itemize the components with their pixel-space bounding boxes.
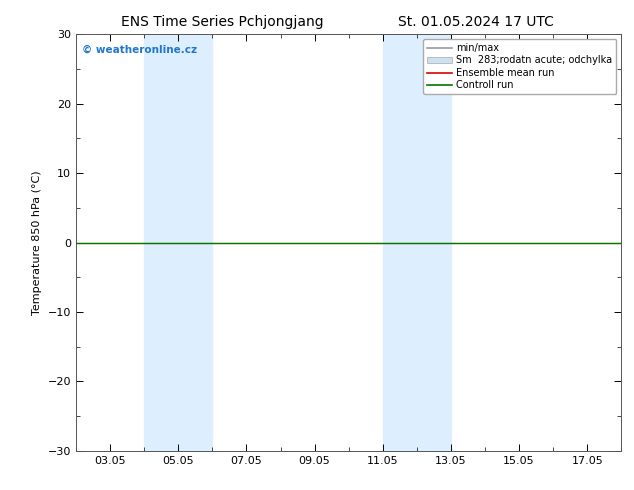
Text: St. 01.05.2024 17 UTC: St. 01.05.2024 17 UTC bbox=[398, 15, 553, 29]
Text: © weatheronline.cz: © weatheronline.cz bbox=[82, 45, 197, 55]
Text: ENS Time Series Pchjongjang: ENS Time Series Pchjongjang bbox=[120, 15, 323, 29]
Bar bbox=[383, 34, 451, 451]
Bar bbox=[144, 34, 212, 451]
Y-axis label: Temperature 850 hPa (°C): Temperature 850 hPa (°C) bbox=[32, 170, 42, 315]
Legend: min/max, Sm  283;rodatn acute; odchylka, Ensemble mean run, Controll run: min/max, Sm 283;rodatn acute; odchylka, … bbox=[424, 39, 616, 94]
